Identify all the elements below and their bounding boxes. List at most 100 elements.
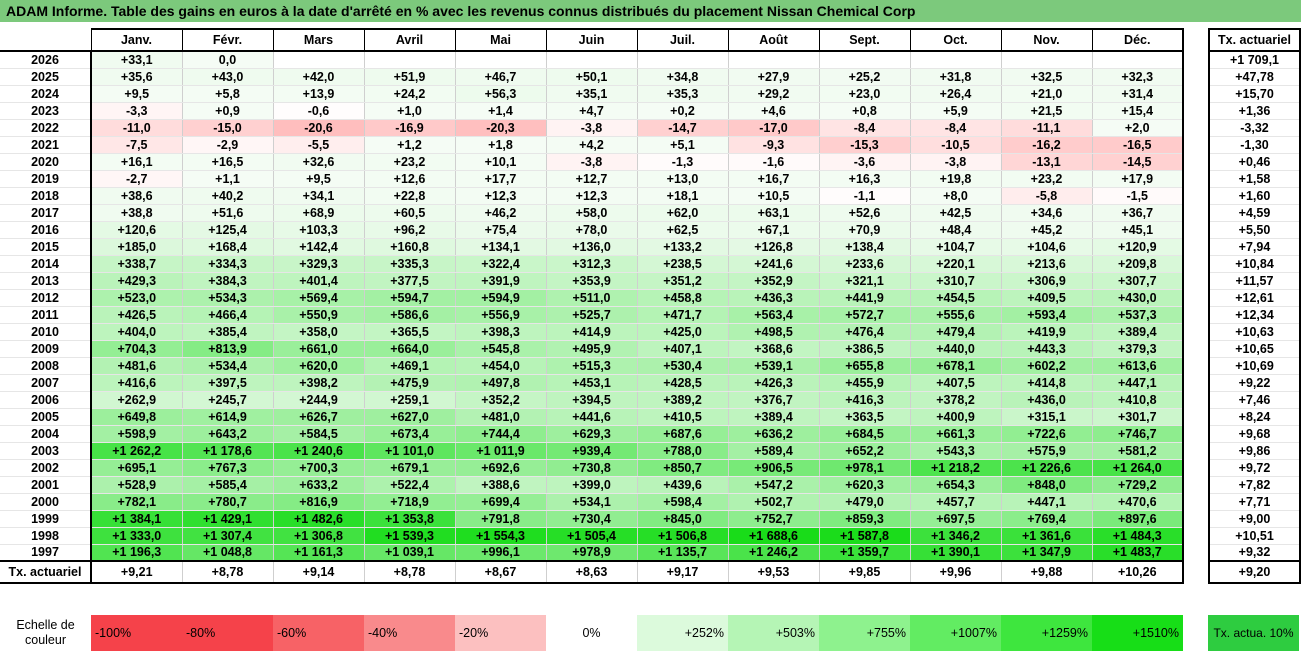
gain-cell: +259,1	[363, 391, 455, 409]
gain-cell	[1000, 51, 1092, 69]
gain-cell: +730,8	[545, 459, 637, 477]
gain-cell: +678,1	[909, 357, 1001, 375]
gain-cell: +572,7	[818, 306, 910, 324]
footer-rate-cell: +8,63	[545, 560, 637, 584]
legend-swatch: 0%	[546, 615, 637, 651]
rate-cell: +7,82	[1208, 476, 1301, 494]
gain-cell: +35,3	[636, 85, 728, 103]
gain-cell: +1 539,3	[363, 527, 455, 545]
table-row: 2011 +426,5 +466,4 +550,9 +586,6 +556,9 +525,7…	[0, 306, 1184, 324]
table-row: 2021 -7,5 -2,9 -5,5 +1,2 +1,8 +4,2 +5,1 -9,3 -15,…	[0, 136, 1184, 154]
gain-cell: +0,9	[181, 102, 273, 120]
table-row: 2016 +120,6 +125,4 +103,3 +96,2 +75,4 +78,0 +62…	[0, 221, 1184, 239]
gain-cell: -8,4	[909, 119, 1001, 137]
gain-cell: +428,5	[636, 374, 728, 392]
legend-label: Echelle de couleur	[16, 618, 75, 647]
year-label: 2004	[0, 425, 91, 443]
gain-cell: -8,4	[818, 119, 910, 137]
side-row: +1,60	[1208, 187, 1301, 205]
rate-cell: +15,70	[1208, 85, 1301, 103]
gain-cell: +897,6	[1091, 510, 1184, 528]
rate-cell: +10,69	[1208, 357, 1301, 375]
footer-row: Tx. actuariel +9,21 +8,78 +9,14 +8,78 +8,67 +8…	[0, 560, 1184, 584]
corner-cell	[0, 29, 91, 52]
rate-cell: +10,84	[1208, 255, 1301, 273]
footer-rate-cell: +9,53	[727, 560, 819, 584]
gain-cell: +441,6	[545, 408, 637, 426]
gain-cell: +301,7	[1091, 408, 1184, 426]
gain-cell: +584,5	[272, 425, 364, 443]
gain-cell: +24,2	[363, 85, 455, 103]
side-row: +12,34	[1208, 306, 1301, 324]
footer-overall-rate: +9,20	[1208, 560, 1301, 584]
side-row: +8,24	[1208, 408, 1301, 426]
side-row: +4,59	[1208, 204, 1301, 222]
gain-cell: +1 347,9	[1000, 544, 1092, 562]
legend-swatch: -100%	[91, 615, 182, 651]
gain-cell: +12,3	[454, 187, 546, 205]
gain-cell: +233,6	[818, 255, 910, 273]
gain-cell: +34,8	[636, 68, 728, 86]
year-label: 2011	[0, 306, 91, 324]
gain-cell: +4,6	[727, 102, 819, 120]
gain-cell: +397,5	[181, 374, 273, 392]
footer-rate-cell: +9,96	[909, 560, 1001, 584]
gain-cell: +19,8	[909, 170, 1001, 188]
gain-cell: +10,5	[727, 187, 819, 205]
gain-cell: +410,8	[1091, 391, 1184, 409]
gain-cell: +1 039,1	[363, 544, 455, 562]
gain-cell: +1 178,6	[181, 442, 273, 460]
footer-label: Tx. actuariel	[0, 560, 91, 584]
rate-cell: +5,50	[1208, 221, 1301, 239]
gain-cell: +1 262,2	[90, 442, 182, 460]
gain-cell: +534,1	[545, 493, 637, 511]
gain-cell: -1,5	[1091, 187, 1184, 205]
gain-cell: +32,6	[272, 153, 364, 171]
gain-cell: +845,0	[636, 510, 728, 528]
gain-cell: +744,4	[454, 425, 546, 443]
gain-cell	[272, 51, 364, 69]
gain-cell: +414,9	[545, 323, 637, 341]
gain-cell: +394,5	[545, 391, 637, 409]
gain-cell: +220,1	[909, 255, 1001, 273]
gain-cell: +46,2	[454, 204, 546, 222]
gain-cell: +594,7	[363, 289, 455, 307]
gain-cell: +104,6	[1000, 238, 1092, 256]
gain-cell: +125,4	[181, 221, 273, 239]
table-row: 2000 +782,1 +780,7 +816,9 +718,9 +699,4 +534,1…	[0, 493, 1184, 511]
side-row: +0,46	[1208, 153, 1301, 171]
gain-cell: +782,1	[90, 493, 182, 511]
gain-cell: +661,0	[272, 340, 364, 358]
gain-cell: +42,5	[909, 204, 1001, 222]
gain-cell: +52,6	[818, 204, 910, 222]
year-label: 2021	[0, 136, 91, 154]
gain-cell: -2,7	[90, 170, 182, 188]
gain-cell: +351,2	[636, 272, 728, 290]
rate-cell: +8,24	[1208, 408, 1301, 426]
gain-cell: +479,4	[909, 323, 1001, 341]
gain-cell: +399,0	[545, 476, 637, 494]
rate-cell: +9,68	[1208, 425, 1301, 443]
gain-cell: +1 333,0	[90, 527, 182, 545]
gain-cell: +626,7	[272, 408, 364, 426]
gain-cell: +67,1	[727, 221, 819, 239]
gain-cell: +62,0	[636, 204, 728, 222]
gain-cell: +16,5	[181, 153, 273, 171]
rate-cell: +4,59	[1208, 204, 1301, 222]
gain-cell: +62,5	[636, 221, 728, 239]
gain-cell: -5,8	[1000, 187, 1092, 205]
gain-cell: +664,0	[363, 340, 455, 358]
gain-cell: +594,9	[454, 289, 546, 307]
side-row: +7,71	[1208, 493, 1301, 511]
rate-cell: +9,32	[1208, 544, 1301, 562]
side-row: +10,63	[1208, 323, 1301, 341]
gain-cell: +481,0	[454, 408, 546, 426]
side-row: +5,50	[1208, 221, 1301, 239]
gain-cell: +29,2	[727, 85, 819, 103]
month-header: Oct.	[909, 28, 1001, 52]
rate-cell: +7,94	[1208, 238, 1301, 256]
gain-cell: +550,9	[272, 306, 364, 324]
rate-cell: +10,63	[1208, 323, 1301, 341]
rate-cell: +1,60	[1208, 187, 1301, 205]
gain-cell: +13,0	[636, 170, 728, 188]
